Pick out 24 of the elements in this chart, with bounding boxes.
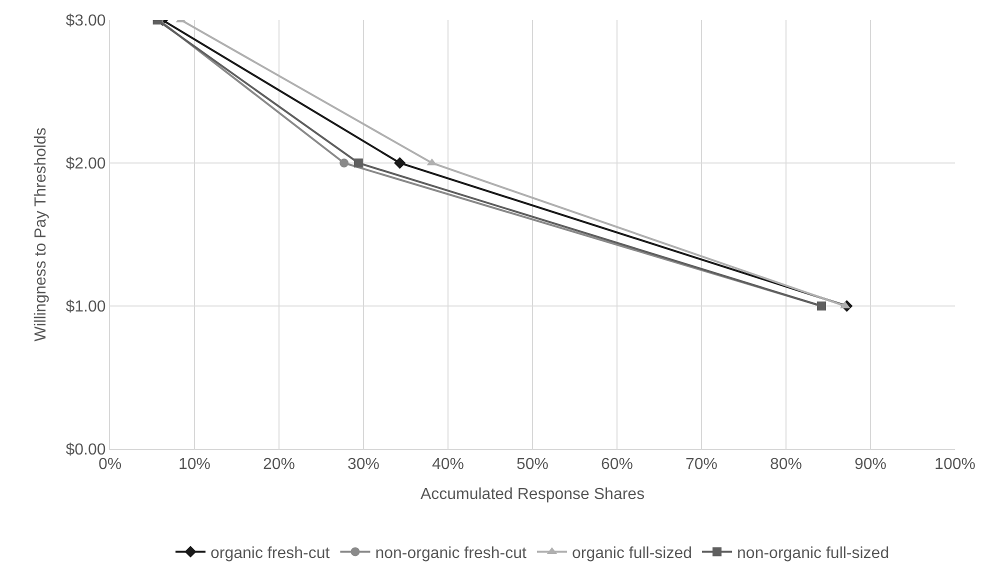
x-tick-label: 70% xyxy=(685,456,718,474)
x-tick-label: 20% xyxy=(262,456,296,474)
point xyxy=(354,158,363,168)
x-tick-label: 0% xyxy=(98,456,122,474)
y-axis-title: Willingness to Pay Thresholds xyxy=(32,127,50,342)
x-tick-label: 60% xyxy=(600,456,634,474)
x-axis-title: Accumulated Response Shares xyxy=(420,486,645,503)
y-tick-label: $3.00 xyxy=(66,12,106,30)
y-tick-label: $2.00 xyxy=(66,156,106,173)
legend-label: non-organic fresh-cut xyxy=(375,544,527,562)
legend-label: organic full-sized xyxy=(572,544,692,562)
x-tick-label: 30% xyxy=(347,456,380,474)
x-tick-label: 100% xyxy=(934,456,976,474)
point xyxy=(340,158,349,168)
legend-label: organic fresh-cut xyxy=(210,544,330,562)
y-tick-label: $1.00 xyxy=(66,298,106,316)
y-tick-label: $0.00 xyxy=(66,442,106,459)
point xyxy=(394,157,406,169)
x-tick-label: 50% xyxy=(516,456,549,474)
x-tick-label: 40% xyxy=(432,456,464,474)
x-tick-label: 80% xyxy=(770,456,802,474)
x-tick-label: 10% xyxy=(178,456,211,474)
x-tick-label: 90% xyxy=(854,456,887,474)
legend-label: non-organic full-sized xyxy=(737,544,890,562)
